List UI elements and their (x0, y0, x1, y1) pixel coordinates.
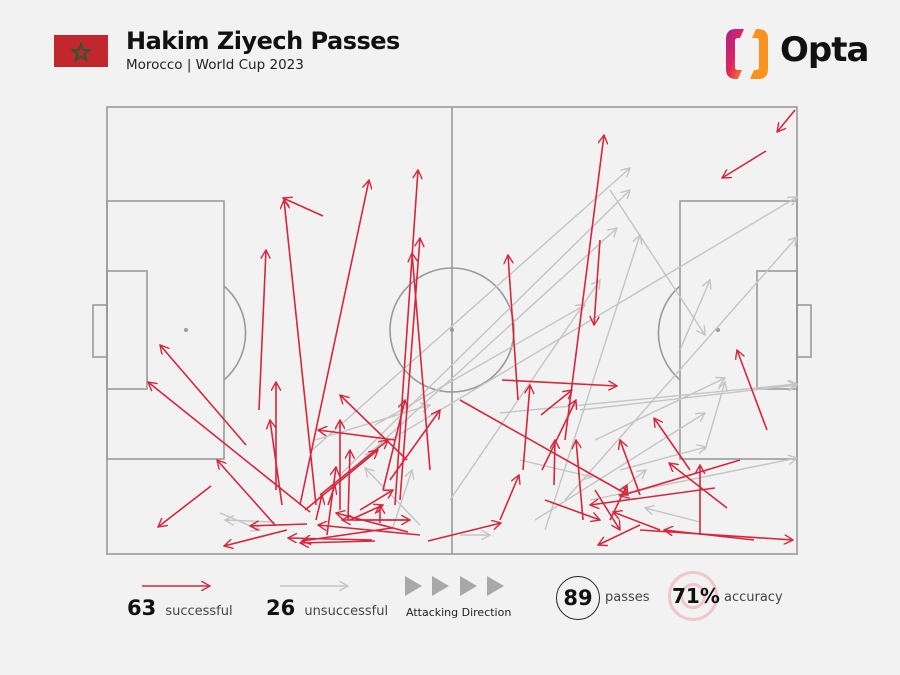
unsuccessful-passes (219, 168, 797, 535)
successful-pass-arrow (319, 440, 388, 496)
successful-pass-arrow (300, 541, 376, 543)
successful-pass-arrow (382, 400, 405, 491)
successful-pass-arrow (508, 255, 519, 401)
successful-pass-arrow (598, 524, 641, 545)
successful-pass-arrow (544, 499, 600, 520)
successful-pass-arrow (613, 512, 661, 531)
opta-wordmark: Opta (780, 30, 869, 70)
unsuccessful-pass-arrow (225, 520, 276, 522)
successful-pass-arrow (394, 170, 418, 506)
successful-pass-arrow (318, 525, 421, 536)
accuracy-value: 71% (672, 584, 720, 608)
successful-pass-arrow (541, 400, 576, 471)
unsuccessful-pass-arrow (619, 470, 646, 491)
pitch-lines (92, 106, 812, 555)
successful-pass-arrow (777, 109, 796, 132)
successful-pass-arrow (540, 390, 572, 416)
successful-pass-arrow (499, 475, 519, 521)
unsuccessful-pass-arrow (534, 413, 705, 521)
successful-pass-arrow (594, 489, 620, 530)
successful-pass-arrow (349, 505, 383, 521)
successful-pass-arrow (302, 527, 393, 541)
successful-pass-arrow (224, 529, 288, 546)
successful-pass-arrow (288, 538, 373, 540)
successful-pass-arrow (412, 253, 431, 471)
unsuccessful-pass-arrow (579, 385, 797, 411)
successful-pass-arrow (664, 530, 755, 541)
successful-pass-arrow (620, 440, 641, 496)
attacking-direction-icon (405, 576, 504, 596)
successful-pass-arrow (459, 399, 628, 495)
unsuccessful-pass-arrow (645, 508, 701, 523)
unsuccessful-pass-arrow (519, 459, 592, 477)
successful-pass-arrow (359, 490, 393, 511)
passes-value: 89 (563, 586, 593, 610)
successful-pass-arrow (160, 345, 247, 446)
accuracy-ring-inner (680, 583, 706, 609)
successful-pass-arrow (594, 239, 601, 325)
opta-logo: Opta (722, 26, 882, 82)
successful-pass-arrow (326, 467, 336, 536)
passes-badge: 89 (556, 576, 600, 620)
unsuccessful-pass-arrow (619, 447, 706, 471)
successful-label: successful (165, 604, 233, 619)
unsuccessful-label: unsuccessful (304, 604, 389, 619)
unsuccessful-pass-arrow (544, 235, 640, 531)
successful-pass-arrow (722, 150, 767, 178)
successful-pass-arrow (158, 485, 212, 527)
successful-pass-arrow (522, 385, 530, 471)
page-subtitle: Morocco | World Cup 2023 (126, 57, 304, 73)
unsuccessful-pass-arrow (359, 228, 617, 463)
unsuccessful-pass-arrow (339, 190, 630, 476)
successful-pass-arrow (283, 198, 324, 217)
morocco-flag (54, 35, 108, 67)
successful-passes (148, 109, 796, 546)
star-icon (69, 41, 93, 63)
successful-pass-arrow (148, 382, 311, 513)
successful-pass-arrow (389, 410, 440, 481)
unsuccessful-count: 26 (266, 596, 296, 620)
successful-pass-arrow (258, 250, 266, 411)
successful-pass-arrow (327, 485, 335, 506)
successful-pass-arrow (620, 459, 741, 496)
successful-pass-arrow (250, 524, 308, 526)
passes-label: passes (605, 590, 650, 605)
unsuccessful-pass-arrow (314, 405, 430, 441)
successful-pass-arrow (340, 395, 408, 461)
successful-pass-arrow (654, 418, 691, 471)
unsuccessful-pass-arrow (499, 384, 797, 414)
unsuccessful-legend: 26 unsuccessful (266, 596, 388, 620)
accuracy-label: accuracy (724, 590, 783, 605)
unsuccessful-pass-arrow (374, 305, 585, 426)
successful-pass-arrow (590, 487, 716, 505)
opta-logo-icon (726, 29, 768, 79)
successful-legend: 63 successful (127, 596, 233, 620)
successful-pass-arrow (348, 450, 350, 521)
attacking-direction-label: Attacking Direction (406, 606, 512, 619)
successful-pass-arrow (554, 440, 555, 486)
unsuccessful-pass-arrow (594, 378, 725, 441)
unsuccessful-pass-arrow (589, 458, 797, 501)
successful-pass-arrow (564, 135, 604, 441)
successful-pass-arrow (217, 460, 276, 526)
successful-count: 63 (127, 596, 157, 620)
successful-pass-arrow (316, 495, 322, 521)
unsuccessful-pass-arrow (564, 237, 797, 501)
successful-pass-arrow (501, 379, 617, 386)
successful-pass-arrow (427, 523, 501, 542)
successful-pass-arrow (639, 529, 793, 540)
unsuccessful-pass-arrow (679, 280, 710, 351)
successful-pass-arrow (576, 440, 584, 521)
page-title: Hakim Ziyech Passes (126, 27, 400, 55)
successful-pass-arrow (737, 350, 768, 431)
successful-pass-arrow (669, 463, 728, 509)
unsuccessful-pass-arrow (309, 168, 630, 453)
accuracy-ring-outer (668, 571, 718, 621)
successful-pass-arrow (299, 180, 369, 506)
successful-pass-arrow (304, 450, 378, 511)
successful-pass-arrow (284, 200, 317, 506)
unsuccessful-pass-arrow (609, 189, 705, 335)
successful-pass-arrow (318, 430, 396, 441)
